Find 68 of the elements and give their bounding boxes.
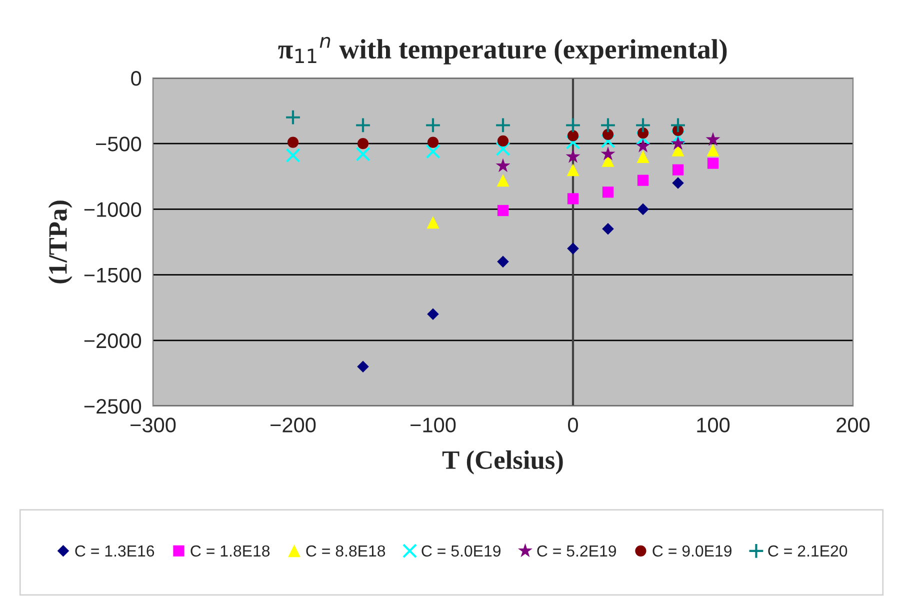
point	[496, 142, 510, 156]
point	[495, 117, 511, 134]
x-tick-label: 200	[836, 418, 870, 432]
point	[425, 117, 441, 134]
point	[355, 117, 371, 134]
point	[636, 138, 650, 152]
point	[706, 144, 720, 156]
point	[496, 174, 510, 187]
point	[566, 149, 580, 163]
x-tick-label: −300	[130, 418, 176, 432]
legend-label: C = 1.8E18	[190, 545, 270, 557]
point	[497, 256, 509, 268]
point	[426, 216, 440, 229]
y-tick-label: −2500	[84, 399, 142, 414]
y-tick-label: 0	[131, 71, 142, 86]
legend-label: C = 1.3E16	[75, 545, 154, 557]
x-axis-title: T (Celsius)	[442, 450, 563, 474]
point	[357, 360, 369, 373]
x-tick-label: 0	[568, 418, 578, 432]
point	[496, 158, 510, 172]
point	[635, 117, 651, 134]
point	[427, 136, 439, 148]
point	[670, 136, 686, 150]
point	[600, 117, 616, 134]
point	[566, 164, 580, 176]
legend-label: C = 5.0E19	[422, 545, 501, 557]
point	[636, 131, 650, 146]
point	[567, 193, 579, 204]
point	[426, 144, 440, 159]
point	[567, 130, 579, 142]
point	[602, 128, 614, 140]
legend-label: C = 9.0E19	[652, 545, 732, 557]
point	[672, 177, 684, 189]
legend-label: C = 8.8E18	[306, 545, 386, 557]
point	[566, 134, 580, 150]
point	[497, 204, 509, 216]
point	[670, 130, 686, 144]
point	[602, 186, 614, 198]
x-tick-label: 100	[697, 418, 730, 432]
y-tick-label: −1000	[84, 202, 142, 217]
point	[356, 146, 370, 162]
chart-title: π$_{11}$$^{n}$ with temperature (experimental)	[278, 36, 727, 64]
y-tick-label: −2000	[84, 333, 142, 348]
y-axis-title: (1/TPa)	[48, 200, 72, 284]
point	[565, 117, 581, 134]
x-tick-label: −100	[410, 418, 456, 432]
point	[285, 109, 301, 126]
point	[357, 138, 369, 150]
y-tick-label: −500	[96, 136, 142, 152]
legend-label: C = 2.1E20	[768, 545, 848, 557]
legend-label: C = 5.2E19	[537, 545, 616, 557]
point	[602, 222, 614, 235]
point	[706, 132, 720, 146]
point	[672, 164, 684, 176]
point	[600, 134, 616, 148]
point	[427, 308, 439, 320]
point	[286, 148, 300, 163]
point	[670, 117, 686, 134]
point	[497, 135, 509, 147]
point	[600, 146, 616, 160]
point	[637, 174, 649, 186]
point	[707, 158, 719, 169]
x-tick-label: −200	[270, 418, 316, 432]
y-tick-label: −1500	[84, 268, 142, 283]
point	[636, 150, 650, 163]
point	[287, 136, 299, 148]
point	[637, 203, 649, 216]
point	[567, 242, 579, 254]
